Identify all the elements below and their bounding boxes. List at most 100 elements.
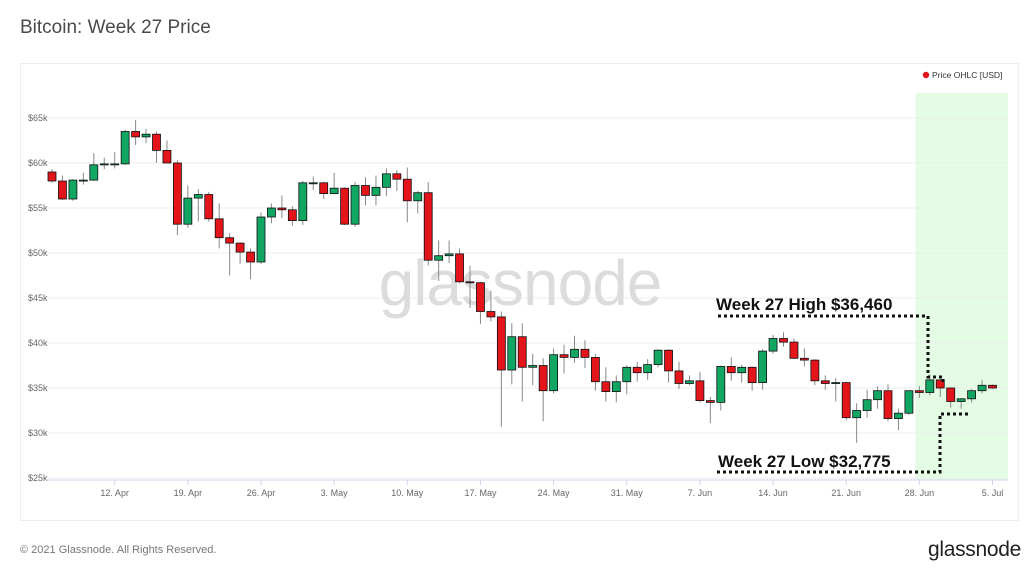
candle-body [674,370,684,384]
candle [747,366,757,391]
x-tick-label: 5. Jul [982,488,1004,498]
candle [988,384,997,389]
candle [800,348,809,367]
candle [246,248,255,280]
candle-body [591,356,600,383]
candle [455,248,464,284]
candle [601,367,611,402]
page-title: Bitcoin: Week 27 Price [20,17,211,38]
candle [779,332,788,347]
candle-body [319,182,329,195]
candle [935,379,945,397]
candle-body [789,341,799,359]
x-tick-label: 12. Apr [100,488,129,498]
candle [308,176,318,190]
candle [68,179,78,201]
candle-body [507,336,517,371]
candle-body [465,281,475,284]
y-tick-label: $65k [28,113,48,123]
legend-label: Price OHLC [USD] [932,70,1002,80]
candle-body [601,381,611,393]
y-tick-label: $60k [28,158,48,168]
x-tick-label: 7. Jun [688,488,713,498]
candle [340,187,350,226]
candle [643,359,653,380]
candle-body [632,366,642,374]
candle [622,365,632,395]
candle-body [549,354,558,392]
candle-body [120,131,130,165]
candle-body [381,173,391,188]
candle-body [611,381,621,393]
candle-body [392,173,402,180]
candle [820,375,830,390]
candle-body [214,218,224,239]
candle-body [152,133,161,151]
week-high-annotation: Week 27 High $36,460 [716,295,892,314]
candle-body [99,163,109,166]
candle [914,386,924,398]
candle [685,375,694,386]
candle [434,240,444,281]
candle [831,378,841,402]
x-tick-label: 21. Jun [831,488,861,498]
candle [120,129,130,165]
x-tick-label: 28. Jun [905,488,935,498]
candle [904,390,914,415]
week-high-dotted-line [718,314,945,383]
candle [141,128,151,144]
candle-body [110,163,120,166]
candle [591,353,600,391]
candle-body [434,255,444,261]
candle-body [58,180,67,200]
candle [423,181,433,266]
candle-body [988,384,997,389]
candle-body [810,359,820,382]
candle-body [141,133,151,138]
candle [653,349,663,368]
candle-body [246,251,255,263]
candle [517,323,527,402]
candle [789,338,799,360]
candle-body [131,131,141,138]
candle [695,371,705,403]
candle [183,185,193,228]
candle-body [935,379,945,389]
candle [476,281,485,325]
candle [152,131,161,163]
y-tick-label: $30k [28,428,48,438]
y-tick-label: $35k [28,383,48,393]
candle-body [486,311,496,318]
candle [894,408,903,431]
candle-body [768,338,778,352]
glassnode-logo[interactable]: glassnode [927,538,1021,561]
candle [611,375,621,403]
candle-body [476,282,485,312]
candle [758,349,767,390]
candle-body [873,390,882,401]
candle [977,379,987,394]
candle [204,191,214,222]
candle-body [287,209,297,222]
candle-body [225,237,235,244]
candle [235,242,245,264]
candle-body [956,398,966,402]
candle-body [779,338,788,343]
candle [486,290,496,322]
candle [664,349,673,383]
candle-body [256,216,266,263]
candle-body [695,380,705,401]
candle [674,361,684,389]
candle-body [235,242,245,253]
candle [810,359,820,386]
candle-body [904,390,914,414]
candle-body [622,366,632,383]
candle [444,240,454,263]
candle-body [820,380,830,384]
y-tick-label: $45k [28,293,48,303]
copyright: © 2021 Glassnode. All Rights Reserved. [20,544,217,556]
candle-body [852,410,862,419]
candle-body [277,207,287,211]
candle-body [643,364,653,374]
candle-body [402,178,412,202]
